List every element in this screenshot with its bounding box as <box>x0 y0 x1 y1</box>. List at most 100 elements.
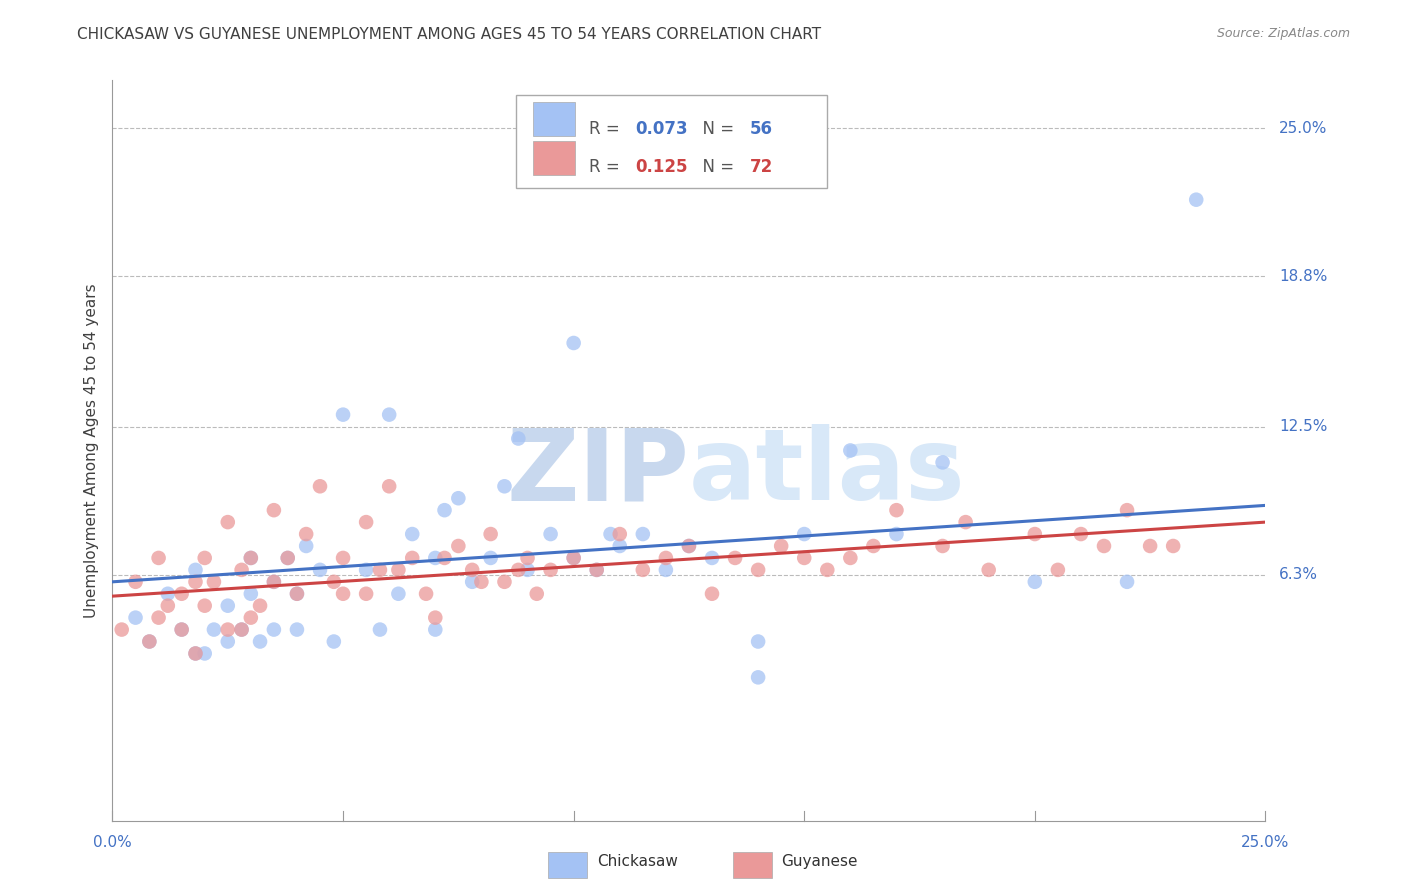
Point <box>526 587 548 601</box>
Point <box>295 527 318 541</box>
Point <box>156 587 179 601</box>
Point <box>148 610 170 624</box>
Point <box>239 587 262 601</box>
Point <box>332 408 354 422</box>
Point <box>263 623 285 637</box>
Point <box>202 574 225 589</box>
Point <box>955 515 977 529</box>
Point <box>249 634 271 648</box>
Point <box>585 563 607 577</box>
Point <box>194 647 217 661</box>
Point <box>508 563 530 577</box>
Point <box>285 587 308 601</box>
Point <box>184 574 207 589</box>
FancyBboxPatch shape <box>533 102 575 136</box>
Point <box>839 550 862 565</box>
Point <box>263 574 285 589</box>
Text: N =: N = <box>692 158 740 176</box>
Text: ZIP: ZIP <box>506 425 689 521</box>
Point <box>793 527 815 541</box>
Point <box>378 479 401 493</box>
Point <box>354 587 377 601</box>
Point <box>277 550 299 565</box>
Point <box>516 563 538 577</box>
Text: 12.5%: 12.5% <box>1279 419 1327 434</box>
Point <box>931 455 953 469</box>
Text: 0.125: 0.125 <box>634 158 688 176</box>
Point <box>655 563 678 577</box>
Point <box>322 574 344 589</box>
Point <box>263 503 285 517</box>
Point <box>231 623 253 637</box>
Point <box>124 610 146 624</box>
Point <box>747 634 769 648</box>
Point <box>309 563 332 577</box>
Point <box>170 623 193 637</box>
Point <box>631 563 654 577</box>
Point <box>599 527 621 541</box>
Point <box>295 539 318 553</box>
Point <box>425 623 447 637</box>
Text: Guyanese: Guyanese <box>782 854 858 869</box>
Point <box>184 563 207 577</box>
FancyBboxPatch shape <box>548 853 588 878</box>
Point <box>678 539 700 553</box>
Point <box>839 443 862 458</box>
Point <box>461 574 484 589</box>
Point <box>309 479 332 493</box>
Text: 0.0%: 0.0% <box>93 835 132 850</box>
Point <box>231 623 253 637</box>
Point <box>815 563 838 577</box>
Point <box>516 550 538 565</box>
Point <box>1070 527 1092 541</box>
Point <box>562 336 585 351</box>
Point <box>494 574 516 589</box>
Point <box>508 432 530 446</box>
Point <box>217 599 239 613</box>
Point <box>609 539 631 553</box>
Text: CHICKASAW VS GUYANESE UNEMPLOYMENT AMONG AGES 45 TO 54 YEARS CORRELATION CHART: CHICKASAW VS GUYANESE UNEMPLOYMENT AMONG… <box>77 27 821 42</box>
Point <box>678 539 700 553</box>
Point <box>1024 527 1046 541</box>
Point <box>494 479 516 493</box>
Text: 56: 56 <box>749 120 773 137</box>
Point <box>562 550 585 565</box>
Point <box>433 550 456 565</box>
Point <box>540 527 562 541</box>
Point <box>700 550 723 565</box>
Text: 72: 72 <box>749 158 773 176</box>
Point <box>425 550 447 565</box>
Point <box>217 623 239 637</box>
Point <box>332 587 354 601</box>
Point <box>886 503 908 517</box>
Point <box>170 623 193 637</box>
Point <box>862 539 884 553</box>
Point <box>1161 539 1184 553</box>
Point <box>793 550 815 565</box>
Text: 18.8%: 18.8% <box>1279 268 1327 284</box>
Point <box>1116 574 1139 589</box>
Point <box>447 539 470 553</box>
Point <box>1024 574 1046 589</box>
Text: Chickasaw: Chickasaw <box>596 854 678 869</box>
Point <box>231 563 253 577</box>
Point <box>1185 193 1208 207</box>
Text: 0.073: 0.073 <box>634 120 688 137</box>
Point <box>368 623 391 637</box>
Text: 25.0%: 25.0% <box>1241 835 1289 850</box>
Point <box>562 550 585 565</box>
Point <box>148 550 170 565</box>
Point <box>194 550 217 565</box>
Point <box>461 563 484 577</box>
Point <box>479 527 502 541</box>
Point <box>170 587 193 601</box>
Point <box>886 527 908 541</box>
Point <box>655 550 678 565</box>
Point <box>470 574 492 589</box>
Point <box>609 527 631 541</box>
FancyBboxPatch shape <box>733 853 772 878</box>
Point <box>724 550 747 565</box>
Point <box>138 634 160 648</box>
Point <box>540 563 562 577</box>
Point <box>217 515 239 529</box>
